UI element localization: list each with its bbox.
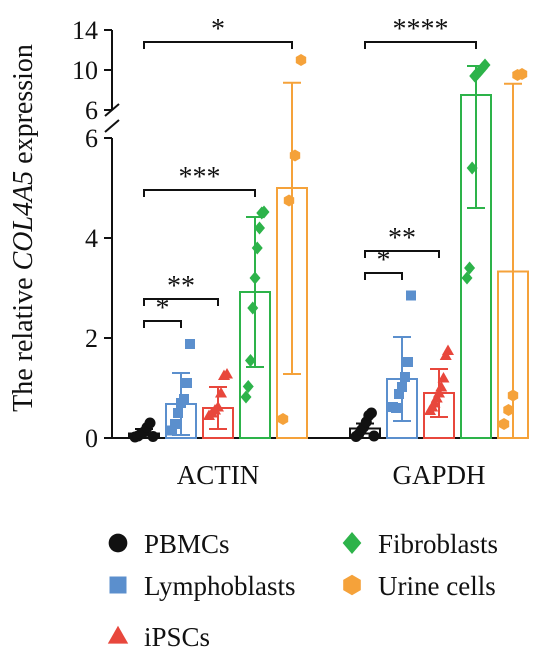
legend-label: Lymphoblasts (144, 571, 296, 601)
significance-bracket (143, 41, 293, 49)
data-point (242, 380, 254, 393)
significance-label: **** (393, 14, 449, 45)
significance-label: ** (167, 271, 195, 302)
data-point (215, 387, 227, 398)
significance-bracket (143, 189, 256, 197)
bars (128, 65, 529, 439)
data-point (182, 378, 192, 388)
legend-label: PBMCs (144, 529, 230, 559)
y-tick-label: 10 (72, 56, 98, 85)
y-tick-label: 4 (85, 224, 98, 253)
data-point (144, 417, 156, 429)
y-tick-label: 2 (85, 324, 98, 353)
data-point (437, 372, 450, 383)
data-points (129, 54, 528, 443)
x-tick-label: GAPDH (392, 460, 485, 490)
data-point (391, 403, 401, 413)
legend-label: Urine cells (378, 571, 496, 601)
data-point (368, 430, 380, 442)
legend-marker (342, 531, 362, 555)
y-tick-label: 0 (85, 424, 98, 453)
data-point (185, 339, 195, 349)
data-point (167, 425, 177, 436)
data-point (277, 413, 289, 425)
data-point (245, 354, 256, 367)
y-tick-label: 14 (72, 16, 98, 45)
axes: 0 2 4 66 10 14 The relative COL4A5 expression A… (8, 16, 520, 490)
data-point (295, 54, 307, 66)
axis-break-mark-lower (104, 119, 120, 133)
significance-label: ** (388, 223, 416, 254)
data-point (289, 149, 301, 162)
significance-brackets: ************** (143, 14, 477, 328)
data-point (258, 205, 270, 219)
data-point (397, 382, 407, 392)
data-point (479, 58, 491, 72)
legend-label: iPSCs (144, 622, 210, 652)
data-point (406, 290, 416, 301)
data-point (179, 394, 189, 404)
significance-bracket (364, 41, 477, 49)
data-point (461, 271, 473, 285)
data-point (283, 194, 295, 207)
data-point (221, 368, 233, 379)
y-tick-label: 6 (85, 96, 98, 125)
data-point (516, 68, 528, 80)
data-point (503, 404, 514, 416)
significance-bracket (364, 250, 440, 258)
data-point (442, 344, 454, 355)
significance-label: * (156, 293, 170, 324)
significance-label: *** (179, 162, 221, 193)
y-tick-label: 6 (85, 124, 98, 153)
data-point (498, 418, 510, 430)
data-point (365, 407, 377, 419)
data-point (170, 419, 180, 429)
data-point (433, 387, 445, 398)
data-point (249, 271, 261, 285)
data-point (254, 221, 265, 235)
data-point (247, 301, 259, 315)
data-point (403, 357, 413, 367)
data-point (212, 401, 224, 412)
data-point (507, 389, 519, 402)
legend-marker (107, 625, 129, 644)
y-axis-title-gene: COL4A5 (8, 171, 39, 271)
data-point (240, 390, 252, 404)
y-axis-title-prefix: The relative (8, 270, 39, 411)
data-point (435, 381, 448, 392)
y-axis-title: The relative COL4A5 expression (8, 44, 39, 412)
data-point (466, 161, 478, 175)
significance-label: * (211, 14, 225, 45)
legend-label: Fibroblasts (378, 529, 498, 559)
significance-label: * (377, 245, 391, 276)
data-point (147, 431, 159, 442)
data-point (464, 261, 476, 275)
x-tick-label: ACTIN (177, 460, 260, 490)
data-point (173, 408, 183, 418)
data-point (394, 389, 404, 399)
data-point (251, 241, 263, 255)
significance-bracket (143, 320, 182, 328)
legend: PBMCs Lymphoblasts iPSCs Fibroblasts Urine c… (107, 529, 498, 652)
significance-bracket (364, 272, 403, 280)
legend-marker (343, 574, 361, 596)
data-point (400, 372, 410, 382)
y-axis-title-suffix: expression (8, 44, 39, 171)
legend-marker (109, 576, 127, 594)
legend-marker (108, 533, 128, 553)
significance-bracket (143, 298, 219, 306)
